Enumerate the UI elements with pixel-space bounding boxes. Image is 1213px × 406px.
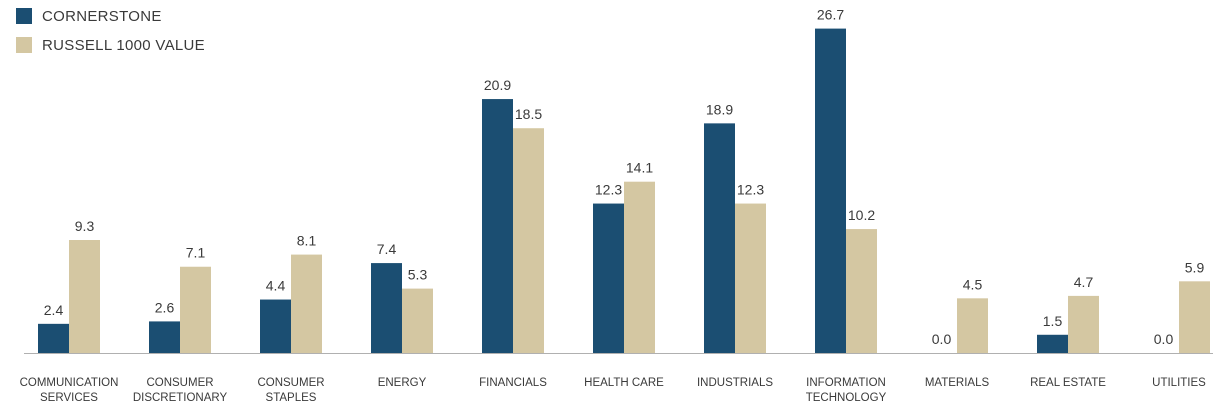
data-label: 0.0 [932,331,952,347]
data-label: 12.3 [737,182,764,198]
category-label: FINANCIALS [479,377,547,389]
bar-russell [69,240,100,353]
data-label: 20.9 [484,77,511,93]
category-label: DISCRETIONARY [133,392,228,404]
bar-russell [180,266,211,353]
legend-label-cornerstone: CORNERSTONE [42,7,162,25]
data-label: 18.5 [515,106,542,122]
bar-cornerstone [815,28,846,353]
data-label: 9.3 [75,218,95,234]
bar-russell [846,229,877,353]
legend-swatch-russell [16,37,32,53]
bar-cornerstone [704,123,735,354]
category-label: STAPLES [266,392,317,404]
data-label: 2.4 [44,302,64,318]
data-label: 4.5 [963,276,983,292]
data-label: 0.0 [1154,331,1174,347]
data-label: 1.5 [1043,313,1063,329]
data-label: 12.3 [595,182,622,198]
legend-item-russell: RUSSELL 1000 VALUE [16,36,205,54]
data-label: 7.1 [186,245,206,261]
category-label: CONSUMER [146,377,213,389]
bar-russell [291,254,322,353]
legend-swatch-cornerstone [16,8,32,24]
data-label: 4.7 [1074,274,1094,290]
bar-cornerstone [593,203,624,353]
bar-russell [402,288,433,353]
data-label: 18.9 [706,101,733,117]
bar-russell [1179,281,1210,353]
data-label: 8.1 [297,233,317,249]
bar-russell [735,203,766,353]
category-label: INFORMATION [806,377,886,389]
legend-label-russell: RUSSELL 1000 VALUE [42,36,205,54]
bar-russell [513,128,544,353]
category-label: INDUSTRIALS [697,377,773,389]
data-label: 14.1 [626,160,653,176]
data-label: 10.2 [848,207,875,223]
category-label: HEALTH CARE [584,377,664,389]
category-label: TECHNOLOGY [806,392,887,404]
category-label: ENERGY [378,377,427,389]
bar-cornerstone [38,323,69,353]
category-label: MATERIALS [925,377,990,389]
bar-russell [1068,295,1099,353]
data-label: 2.6 [155,299,175,315]
legend-item-cornerstone: CORNERSTONE [16,7,162,25]
category-label: SERVICES [40,392,98,404]
data-label: 5.9 [1185,259,1205,275]
bar-cornerstone [1037,334,1068,353]
data-label: 26.7 [817,7,844,23]
bar-russell [957,298,988,353]
data-label: 7.4 [377,241,397,257]
category-label: REAL ESTATE [1030,377,1106,389]
category-label: CONSUMER [257,377,324,389]
bar-russell [624,181,655,353]
bar-cornerstone [260,299,291,353]
bar-cornerstone [371,263,402,353]
bar-cornerstone [482,99,513,353]
data-label: 5.3 [408,267,428,283]
data-label: 4.4 [266,278,286,294]
category-label: COMMUNICATION [20,377,119,389]
category-label: UTILITIES [1152,377,1206,389]
bar-cornerstone [149,321,180,353]
